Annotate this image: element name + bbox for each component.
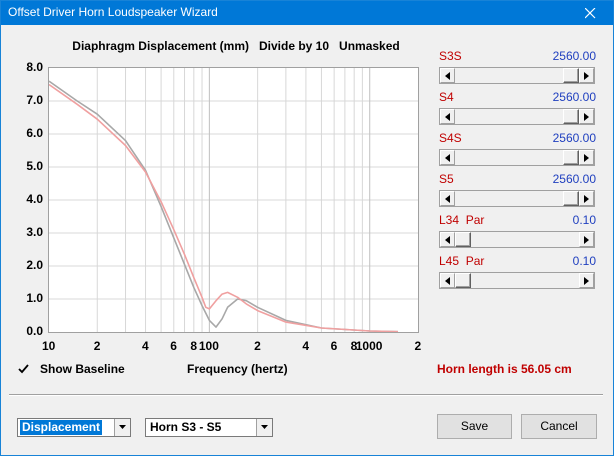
x-tick-label: 10	[42, 339, 56, 353]
cancel-button[interactable]: Cancel	[521, 414, 597, 439]
slider-l45-par[interactable]	[439, 272, 595, 289]
baseline-series-line	[48, 80, 399, 333]
slider-s4[interactable]	[439, 108, 595, 125]
chevron-down-icon	[261, 425, 268, 429]
displacement-chart	[48, 68, 418, 333]
scroll-left-button[interactable]	[440, 150, 455, 165]
section-select-value: Horn S3 - S5	[150, 420, 222, 434]
chart-title: Diaphragm Displacement (mm) Divide by 10…	[72, 39, 400, 53]
horn-length-text: Horn length is 56.05 cm	[437, 362, 572, 376]
show-baseline-label[interactable]: Show Baseline	[40, 362, 125, 376]
slider-s4s[interactable]	[439, 149, 595, 166]
x-tick-label: 4	[142, 339, 149, 353]
y-tick-label: 7.0	[26, 93, 43, 107]
slider-l34-par[interactable]	[439, 231, 595, 248]
section-select-dropdown-button[interactable]	[256, 419, 272, 436]
arrow-left-icon	[445, 195, 450, 203]
y-tick-label: 2.0	[26, 258, 43, 272]
scroll-left-button[interactable]	[440, 273, 455, 288]
arrow-right-icon	[584, 195, 589, 203]
display-select-dropdown-button[interactable]	[114, 419, 130, 436]
close-button[interactable]	[568, 1, 613, 25]
slider-thumb[interactable]	[563, 68, 579, 83]
arrow-right-icon	[584, 113, 589, 121]
checkmark-icon	[18, 364, 29, 374]
x-tick-label: 8	[350, 339, 358, 353]
slider-label: S3S	[439, 49, 462, 63]
arrow-right-icon	[584, 236, 589, 244]
slider-value: 2560.00	[552, 172, 596, 186]
current-series-line	[48, 83, 399, 333]
y-tick-label: 0.0	[26, 324, 43, 338]
scroll-right-button[interactable]	[579, 150, 594, 165]
scroll-right-button[interactable]	[579, 273, 594, 288]
arrow-left-icon	[445, 154, 450, 162]
slider-thumb[interactable]	[563, 191, 579, 206]
section-select[interactable]: Horn S3 - S5	[145, 418, 273, 437]
x-tick-label: 4	[302, 339, 310, 353]
scroll-right-button[interactable]	[579, 109, 594, 124]
slider-thumb[interactable]	[563, 150, 579, 165]
save-button[interactable]: Save	[437, 414, 512, 439]
arrow-right-icon	[584, 154, 589, 162]
y-tick-label: 5.0	[26, 159, 43, 173]
slider-value: 0.10	[572, 254, 596, 268]
y-tick-label: 4.0	[26, 192, 43, 206]
chevron-down-icon	[119, 425, 126, 429]
arrow-left-icon	[445, 113, 450, 121]
arrow-left-icon	[445, 277, 450, 285]
scroll-left-button[interactable]	[440, 191, 455, 206]
y-tick-label: 1.0	[26, 291, 43, 305]
separator	[9, 394, 603, 396]
slider-label: L45 Par	[439, 254, 485, 268]
x-axis-label: Frequency (hertz)	[187, 362, 288, 376]
slider-thumb[interactable]	[455, 232, 471, 247]
scroll-right-button[interactable]	[579, 68, 594, 83]
x-tick-label: 8	[190, 339, 197, 353]
x-tick-label: 1000	[355, 339, 383, 353]
display-select[interactable]: Displacement	[17, 418, 131, 437]
scroll-right-button[interactable]	[579, 232, 594, 247]
slider-label: S4	[439, 90, 454, 104]
chart-plot-area	[48, 67, 419, 333]
x-tick-label: 6	[170, 339, 177, 353]
slider-thumb[interactable]	[563, 109, 579, 124]
slider-value: 2560.00	[552, 131, 596, 145]
arrow-right-icon	[584, 72, 589, 80]
display-select-value: Displacement	[20, 420, 103, 435]
slider-value: 2560.00	[552, 90, 596, 104]
slider-label: L34 Par	[439, 213, 485, 227]
close-icon	[585, 8, 596, 19]
show-baseline-checkbox[interactable]	[17, 363, 30, 376]
x-tick-label: 2	[93, 339, 101, 353]
arrow-left-icon	[445, 72, 450, 80]
x-tick-label: 6	[330, 339, 338, 353]
scroll-left-button[interactable]	[440, 68, 455, 83]
slider-thumb[interactable]	[455, 273, 471, 288]
y-tick-label: 8.0	[26, 60, 43, 74]
scroll-left-button[interactable]	[440, 232, 455, 247]
x-tick-label: 2	[254, 339, 261, 353]
slider-value: 0.10	[572, 213, 596, 227]
scroll-right-button[interactable]	[579, 191, 594, 206]
slider-label: S4S	[439, 131, 462, 145]
slider-label: S5	[439, 172, 454, 186]
y-tick-label: 3.0	[26, 225, 43, 239]
slider-s3s[interactable]	[439, 67, 595, 84]
x-tick-label: 2	[414, 339, 422, 353]
window-title: Offset Driver Horn Loudspeaker Wizard	[8, 5, 218, 19]
title-bar: Offset Driver Horn Loudspeaker Wizard	[1, 1, 613, 25]
y-tick-label: 6.0	[26, 126, 43, 140]
slider-s5[interactable]	[439, 190, 595, 207]
x-tick-label: 100	[198, 339, 219, 353]
arrow-left-icon	[445, 236, 450, 244]
arrow-right-icon	[584, 277, 589, 285]
slider-value: 2560.00	[552, 49, 596, 63]
scroll-left-button[interactable]	[440, 109, 455, 124]
